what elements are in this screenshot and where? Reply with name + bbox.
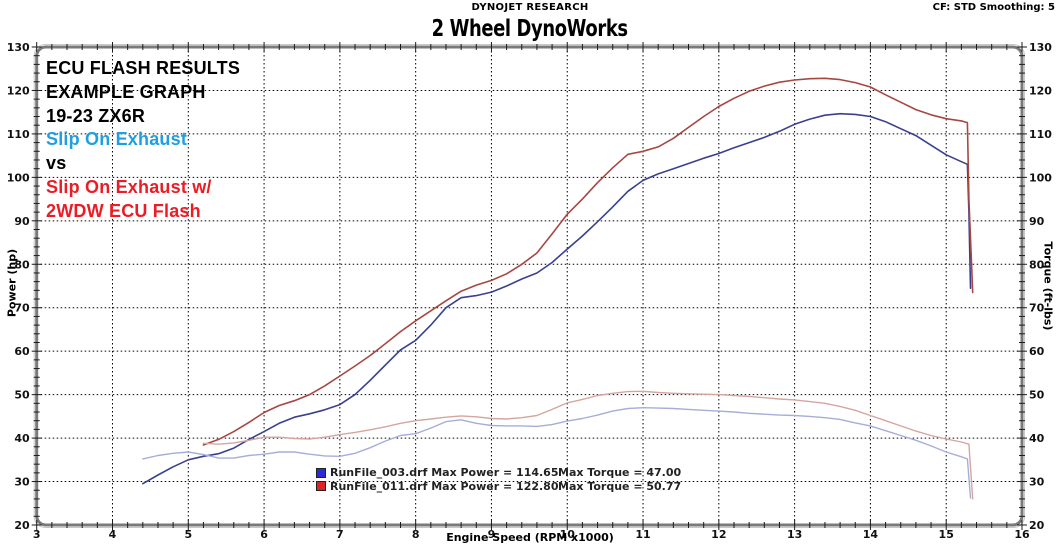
right-tick-label: 90 — [1029, 215, 1045, 228]
annotation-line: Slip On Exhaust w/ — [46, 176, 212, 197]
run-legend: RunFile_003.drf Max Power = 114.65 Max To… — [316, 466, 681, 493]
annotation-line: 2WDW ECU Flash — [46, 200, 201, 221]
shop-title-text: 2 Wheel DynoWorks — [431, 16, 628, 42]
legend-torque-label: Max Torque = 47.00 — [558, 466, 682, 480]
dyno-curves — [142, 77, 974, 500]
annotation-block: ECU FLASH RESULTS EXAMPLE GRAPH 19-23 ZX6R… — [46, 57, 240, 224]
grid-lines — [36, 47, 1022, 525]
x-axis-title: Engine Speed (RPM x1000) — [446, 531, 614, 544]
x-tick-label: 3 — [33, 528, 41, 541]
right-tick-label: 130 — [1029, 41, 1052, 54]
annotation-line: Slip On Exhaust — [46, 129, 188, 150]
annotation-line: ECU FLASH RESULTS — [46, 58, 241, 78]
curve-runfile-003-drf-power-hp- — [142, 112, 972, 485]
shop-title: 2 Wheel DynoWorks — [0, 16, 1060, 42]
legend-row: RunFile_011.drf Max Power = 122.80 Max To… — [316, 480, 681, 494]
right-tick-label: 30 — [1029, 476, 1045, 489]
left-tick-label: 70 — [14, 302, 30, 315]
left-axis-title: Power (hp) — [5, 248, 19, 318]
x-tick-label: 16 — [1014, 528, 1030, 541]
x-tick-label: 7 — [336, 528, 344, 541]
left-tick-label: 30 — [14, 476, 30, 489]
x-tick-label: 15 — [939, 528, 954, 541]
left-tick-label: 40 — [14, 432, 30, 445]
legend-run-label: RunFile_011.drf Max Power = 122.80 — [330, 479, 559, 493]
left-tick-label: 120 — [7, 84, 30, 97]
left-tick-label: 90 — [14, 215, 30, 228]
left-tick-label: 60 — [14, 345, 30, 358]
x-tick-label: 14 — [863, 528, 879, 541]
x-tick-label: 8 — [412, 528, 420, 541]
right-tick-label: 80 — [1029, 258, 1045, 271]
legend-swatch — [316, 467, 326, 478]
legend-torque-label: Max Torque = 50.77 — [558, 479, 682, 493]
cf-smoothing-status: CF: STD Smoothing: 5 — [932, 2, 1055, 13]
legend-run-label: RunFile_003.drf Max Power = 114.65 — [330, 466, 559, 480]
x-tick-label: 12 — [711, 528, 726, 541]
curve-runfile-011-drf-power-hp- — [202, 77, 974, 446]
right-tick-label: 120 — [1029, 84, 1052, 97]
axis-ticks — [31, 42, 1027, 530]
left-tick-label: 50 — [14, 389, 30, 402]
right-tick-label: 100 — [1029, 171, 1052, 184]
left-tick-label: 20 — [14, 519, 30, 532]
right-tick-label: 40 — [1029, 432, 1045, 445]
right-tick-label: 50 — [1029, 389, 1045, 402]
annotation-line: 19-23 ZX6R — [46, 105, 146, 126]
x-tick-label: 5 — [184, 528, 192, 541]
x-tick-label: 11 — [635, 528, 650, 541]
right-tick-label: 70 — [1029, 302, 1045, 315]
curve-runfile-003-drf-torque-ft-lbs- — [142, 407, 972, 499]
x-tick-label: 9 — [488, 528, 496, 541]
x-tick-label: 6 — [260, 528, 268, 541]
curve-runfile-011-drf-torque-ft-lbs- — [202, 390, 974, 500]
annotation-line: vs — [46, 153, 67, 174]
annotation-line: EXAMPLE GRAPH — [46, 81, 206, 102]
left-tick-label: 110 — [7, 128, 30, 141]
legend-swatch — [316, 481, 326, 492]
x-tick-label: 13 — [787, 528, 802, 541]
x-tick-label: 10 — [560, 528, 576, 541]
right-tick-label: 110 — [1029, 128, 1052, 141]
left-tick-label: 80 — [14, 258, 30, 271]
right-axis-title: Torque (ft-lbs) — [1041, 241, 1055, 331]
right-tick-label: 20 — [1029, 519, 1045, 532]
x-tick-label: 4 — [109, 528, 117, 541]
legend-row: RunFile_003.drf Max Power = 114.65 Max To… — [316, 466, 681, 480]
left-tick-label: 130 — [7, 41, 30, 54]
plot-frame — [33, 44, 1025, 528]
dynojet-research-header: DYNOJET RESEARCH — [471, 2, 589, 13]
right-tick-label: 60 — [1029, 345, 1045, 358]
left-tick-label: 100 — [7, 171, 30, 184]
